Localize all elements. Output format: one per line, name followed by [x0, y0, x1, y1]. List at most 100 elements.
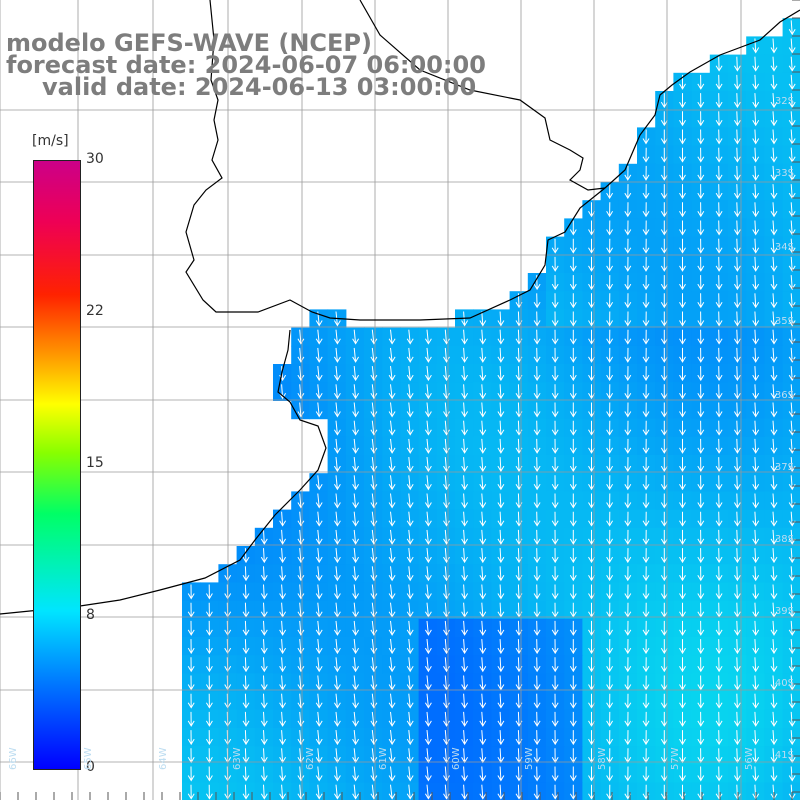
wind-arrow — [770, 639, 778, 655]
wind-arrow — [642, 493, 650, 509]
wind-arrow — [569, 620, 577, 636]
wind-arrow — [352, 475, 360, 491]
wind-arrow — [697, 347, 705, 363]
latitude-label: 35S — [774, 316, 794, 327]
wind-arrow — [697, 529, 705, 545]
wind-arrow — [770, 584, 778, 600]
wind-arrow — [569, 438, 577, 454]
wind-direction-arrows — [187, 20, 796, 800]
wind-arrow — [606, 311, 614, 327]
wind-arrow — [606, 511, 614, 527]
wind-arrow — [660, 184, 668, 200]
wind-arrow — [733, 329, 741, 345]
wind-arrow — [443, 347, 450, 363]
wind-arrow — [660, 384, 668, 400]
wind-arrow — [660, 420, 668, 436]
wind-arrow — [624, 657, 632, 673]
wind-arrow — [279, 657, 287, 673]
wind-arrow — [679, 711, 686, 727]
wind-arrow — [733, 147, 741, 163]
wind-arrow — [260, 584, 268, 600]
wind-arrow — [697, 493, 705, 509]
wind-arrow — [443, 475, 450, 491]
wind-arrow — [370, 438, 378, 454]
wind-arrow — [388, 766, 396, 782]
wind-arrow — [443, 730, 450, 746]
wind-arrow — [569, 784, 577, 800]
wind-arrow — [479, 784, 487, 800]
wind-arrow — [497, 639, 505, 655]
wind-arrow — [352, 693, 360, 709]
wind-arrow — [443, 639, 450, 655]
wind-arrow — [352, 675, 360, 691]
wind-arrow — [606, 420, 614, 436]
wind-arrow — [770, 438, 778, 454]
wind-arrow — [315, 675, 323, 691]
wind-arrow — [624, 438, 632, 454]
wind-arrow — [697, 329, 705, 345]
wind-arrow — [315, 329, 323, 345]
wind-arrow — [205, 620, 213, 636]
wind-arrow — [388, 693, 396, 709]
wind-arrow — [297, 784, 305, 800]
wind-arrow — [569, 475, 577, 491]
wind-arrow — [715, 584, 723, 600]
wind-arrow — [333, 657, 341, 673]
wind-arrow — [551, 384, 559, 400]
wind-arrow — [624, 347, 632, 363]
wind-arrow — [461, 329, 469, 345]
wind-arrow — [697, 675, 705, 691]
wind-arrow — [370, 675, 378, 691]
wind-arrow — [424, 347, 432, 363]
wind-arrow — [260, 566, 268, 582]
wind-arrow — [297, 730, 305, 746]
wind-arrow — [679, 311, 686, 327]
wind-arrow — [569, 293, 577, 309]
wind-arrow — [660, 347, 668, 363]
wind-arrow — [770, 457, 778, 473]
wind-arrow — [551, 311, 559, 327]
wind-arrow — [533, 457, 541, 473]
wind-arrow — [588, 475, 595, 491]
wind-arrow — [660, 730, 668, 746]
colorbar-tick: 15 — [86, 455, 104, 471]
wind-arrow — [588, 566, 595, 582]
wind-arrow — [733, 293, 741, 309]
wind-arrow — [443, 329, 450, 345]
wind-arrow — [297, 693, 305, 709]
wind-arrow — [205, 784, 213, 800]
wind-arrow — [569, 511, 577, 527]
wind-arrow — [588, 639, 595, 655]
wind-arrow — [352, 366, 360, 382]
wind-arrow — [406, 493, 414, 509]
wind-arrow — [497, 657, 505, 673]
wind-arrow — [388, 493, 396, 509]
wind-arrow — [660, 165, 668, 181]
wind-arrow — [260, 693, 268, 709]
wind-arrow — [479, 347, 487, 363]
wind-arrow — [551, 784, 559, 800]
wind-arrow — [479, 311, 487, 327]
wind-arrow — [642, 566, 650, 582]
wind-arrow — [333, 693, 341, 709]
wind-arrow — [315, 657, 323, 673]
wind-arrow — [588, 766, 595, 782]
wind-arrow — [187, 639, 195, 655]
wind-arrow — [697, 438, 705, 454]
wind-arrow — [660, 275, 668, 291]
wind-arrow — [715, 566, 723, 582]
wind-arrow — [242, 711, 250, 727]
wind-arrow — [642, 329, 650, 345]
wind-arrow — [497, 529, 505, 545]
wind-arrow — [479, 420, 487, 436]
buenos-aires-coast — [0, 329, 327, 615]
wind-arrow — [715, 784, 723, 800]
wind-arrow — [752, 493, 760, 509]
wind-arrow — [733, 238, 741, 254]
wind-arrow — [606, 329, 614, 345]
wind-arrow — [205, 711, 213, 727]
wind-arrow — [370, 711, 378, 727]
wind-arrow — [388, 639, 396, 655]
wind-arrow — [569, 639, 577, 655]
